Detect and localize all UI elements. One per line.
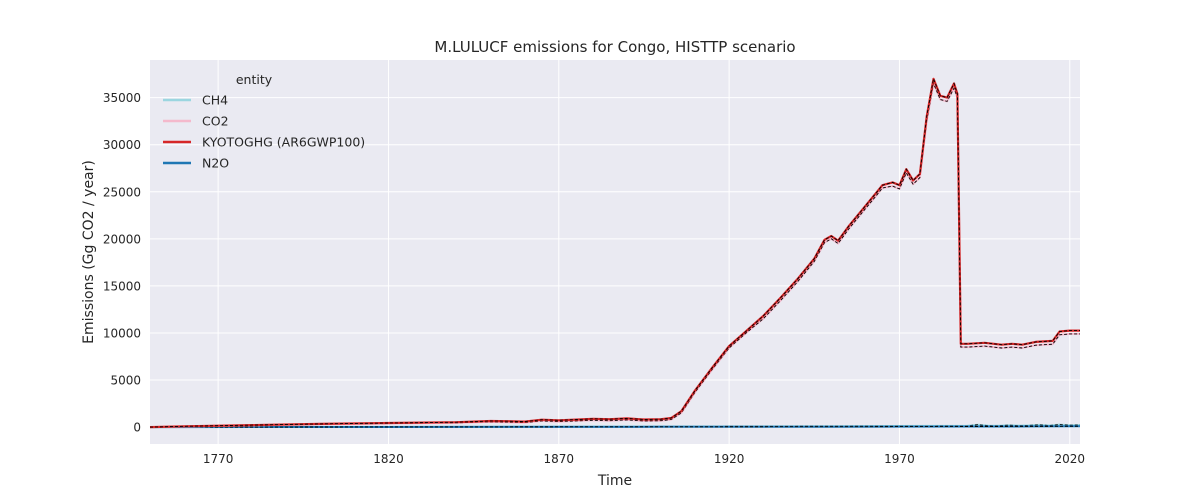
y-tick-label: 15000 bbox=[103, 279, 141, 293]
legend-label-n2o: N2O bbox=[202, 156, 229, 171]
x-tick-label: 1820 bbox=[373, 452, 404, 466]
x-tick-label: 1970 bbox=[884, 452, 915, 466]
legend: entity CH4 CO2 KYOTOGHG (AR6GWP100) N2O bbox=[163, 72, 365, 171]
x-axis-label: Time bbox=[597, 473, 632, 489]
y-tick-label: 20000 bbox=[103, 232, 141, 246]
y-tick-label: 10000 bbox=[103, 326, 141, 340]
y-tick-label: 30000 bbox=[103, 138, 141, 152]
legend-label-co2: CO2 bbox=[202, 114, 229, 129]
y-tick-label: 0 bbox=[133, 421, 141, 435]
x-tick-label: 1920 bbox=[714, 452, 745, 466]
chart-title: M.LULUCF emissions for Congo, HISTTP sce… bbox=[434, 38, 795, 56]
grid-lines bbox=[150, 60, 1080, 444]
y-tick-label: 25000 bbox=[103, 185, 141, 199]
reference-line-ch4 bbox=[149, 424, 1081, 428]
reference-line-kyotoghg-ar6gwp100 bbox=[149, 77, 1080, 428]
reference-line-co2 bbox=[149, 81, 1080, 428]
legend-label-kyotoghg-ar6gwp100: KYOTOGHG (AR6GWP100) bbox=[202, 135, 365, 150]
x-tick-label: 1770 bbox=[203, 452, 234, 466]
y-axis-ticks: 0 5000 10000 15000 20000 25000 30000 35000 bbox=[103, 91, 141, 434]
legend-title: entity bbox=[236, 72, 273, 87]
y-tick-label: 35000 bbox=[103, 91, 141, 105]
x-tick-label: 2020 bbox=[1055, 452, 1086, 466]
x-tick-label: 1870 bbox=[544, 452, 575, 466]
x-axis-ticks: 1770 1820 1870 1920 1970 2020 bbox=[203, 452, 1085, 466]
y-tick-label: 5000 bbox=[110, 374, 141, 388]
y-axis-label: Emissions (Gg CO2 / year) bbox=[81, 160, 97, 344]
plot-area bbox=[150, 60, 1080, 444]
reference-line-n2o bbox=[149, 425, 1081, 428]
legend-label-ch4: CH4 bbox=[202, 93, 228, 108]
series-lines bbox=[149, 77, 1081, 429]
